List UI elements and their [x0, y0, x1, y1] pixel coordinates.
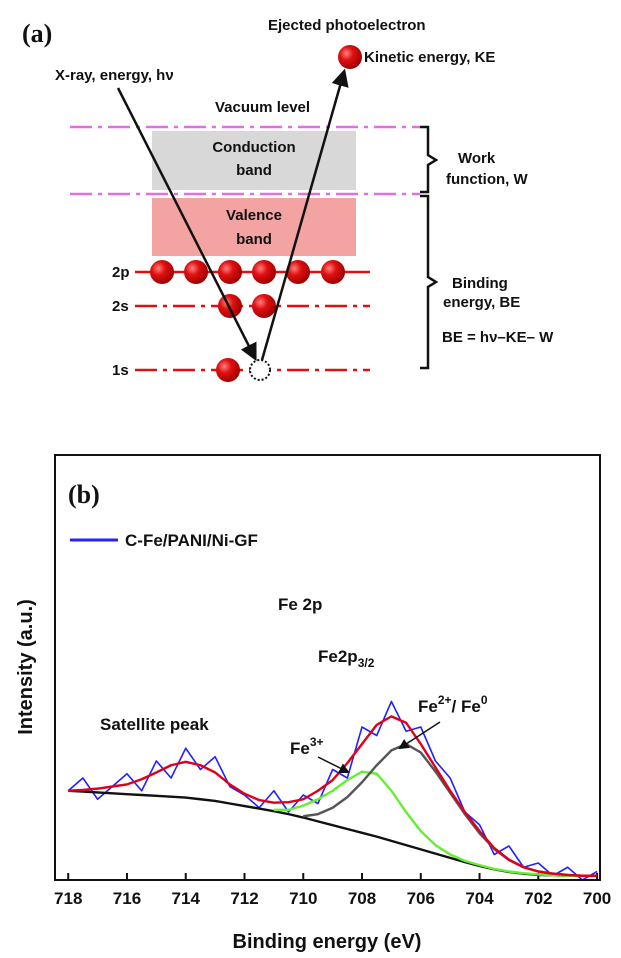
x-tick-label: 708	[348, 889, 376, 908]
annotation: Fe2p3/2	[318, 647, 375, 670]
x-tick-label: 712	[230, 889, 258, 908]
x-tick-label: 716	[113, 889, 141, 908]
x-tick-label: 706	[407, 889, 435, 908]
annotation: Fe3+	[290, 735, 324, 758]
label: Ejected photoelectron	[268, 17, 426, 34]
plot-area	[67, 700, 599, 881]
x-tick-label: 704	[465, 889, 494, 908]
x-tick-label: 700	[583, 889, 611, 908]
label: Kinetic energy, KE	[364, 49, 495, 66]
chart-panel: (b) Binding energy (eV) Intensity (a.u.)…	[15, 454, 601, 953]
legend-label: C-Fe/PANI/Ni-GF	[125, 531, 258, 550]
label: X-ray, energy, hν	[55, 67, 174, 84]
annotation-arrow	[317, 756, 350, 773]
x-tick-label: 714	[172, 889, 201, 908]
electron	[338, 45, 362, 69]
panel-label: (b)	[68, 480, 100, 509]
label: Vacuum level	[215, 99, 310, 116]
level-label: 2s	[112, 298, 129, 315]
xray-arrow	[116, 87, 257, 362]
conduction-band	[152, 131, 356, 190]
x-axis-label: Binding energy (eV)	[233, 931, 422, 953]
series-line	[67, 700, 598, 881]
label: function, W	[446, 171, 528, 188]
series-line	[273, 770, 598, 877]
x-tick-label: 710	[289, 889, 317, 908]
annotation: Satellite peak	[100, 715, 209, 734]
label: BE = hν–KE– W	[442, 329, 554, 346]
label: Conduction	[212, 139, 295, 156]
panel-label: (a)	[22, 19, 52, 48]
annotation: Fe2+/ Fe0	[418, 693, 488, 716]
frame	[54, 454, 601, 881]
label: energy, BE	[443, 294, 520, 311]
annotation: Fe 2p	[278, 595, 322, 614]
series-line	[68, 715, 598, 877]
diagram-panel: (a) Ejected photoelectron Kinetic energy…	[22, 17, 554, 382]
label: Valence	[226, 207, 282, 224]
label: band	[236, 162, 272, 179]
bracket	[420, 125, 439, 370]
annotation-arrow	[398, 721, 441, 750]
valence-band	[152, 198, 356, 256]
level-label: 1s	[112, 362, 129, 379]
x-tick-label: 718	[54, 889, 82, 908]
y-axis-label: Intensity (a.u.)	[15, 599, 37, 735]
photoelectron-arrow	[260, 68, 349, 361]
label: band	[236, 231, 272, 248]
electrons	[150, 260, 345, 382]
x-tick-label: 702	[524, 889, 552, 908]
level-label: 2p	[112, 264, 130, 281]
label: Binding	[452, 275, 508, 292]
label: Work	[458, 150, 496, 167]
